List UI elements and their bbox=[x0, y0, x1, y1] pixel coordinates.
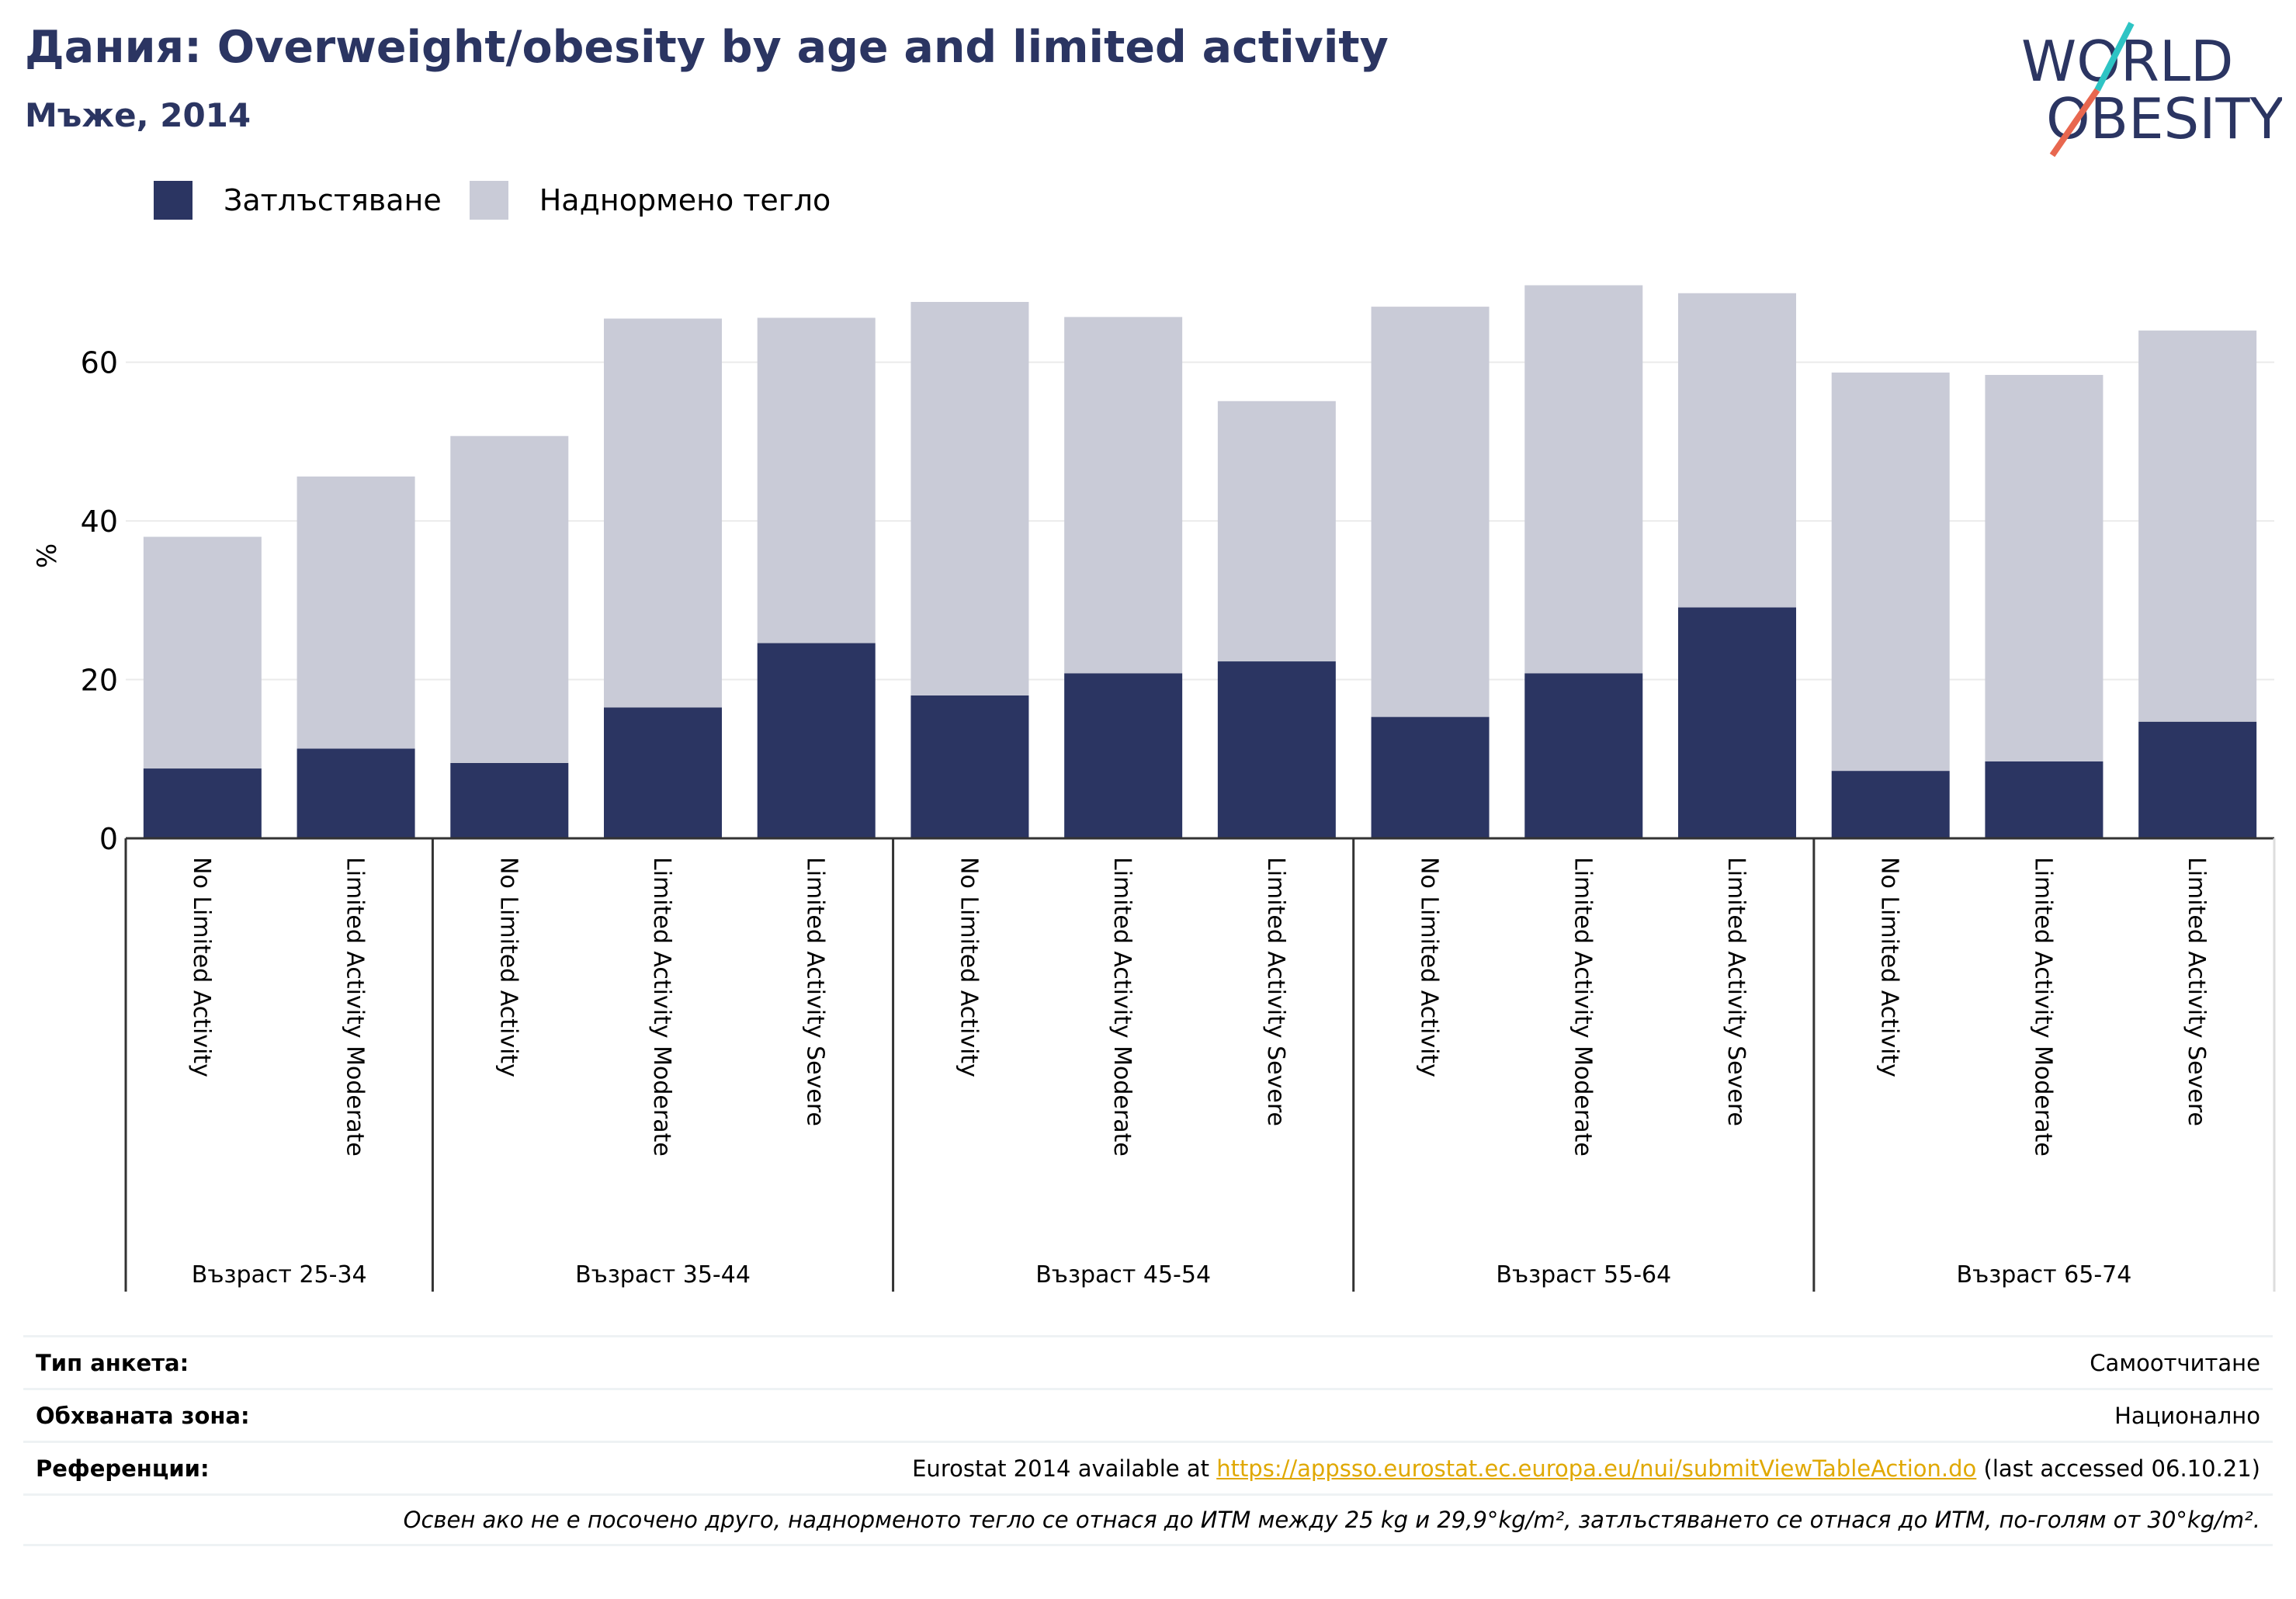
bar-obesity bbox=[757, 643, 876, 838]
y-tick-label: 0 bbox=[99, 822, 118, 856]
coverage-value: Национално bbox=[2114, 1402, 2260, 1429]
x-group-label: Възраст 55-64 bbox=[1496, 1261, 1671, 1289]
bar-obesity bbox=[1831, 771, 1950, 838]
bar-overweight bbox=[1524, 285, 1643, 674]
bar-obesity bbox=[1985, 761, 2104, 838]
survey-type-value: Самоотчитане bbox=[2090, 1349, 2260, 1376]
coverage-label: Обхваната зона: bbox=[36, 1402, 250, 1429]
x-category-label: Limited Activity Severe bbox=[1722, 857, 1750, 1126]
bar-overweight bbox=[604, 318, 722, 708]
y-tick-label: 20 bbox=[81, 664, 118, 698]
x-category-label: Limited Activity Severe bbox=[2183, 857, 2210, 1126]
logo-line1: WORLD bbox=[2021, 29, 2233, 94]
x-category-label: No Limited Activity bbox=[1416, 857, 1443, 1077]
bar-overweight bbox=[450, 435, 569, 763]
references-link[interactable]: https://appsso.eurostat.ec.europa.eu/nui… bbox=[1216, 1455, 1977, 1482]
bar-obesity bbox=[1524, 673, 1643, 838]
references-value: Eurostat 2014 available at https://appss… bbox=[912, 1455, 2260, 1482]
bar-obesity bbox=[1217, 661, 1336, 838]
references-prefix: Eurostat 2014 available at bbox=[912, 1455, 1217, 1482]
definition-note: Освен ако не е посочено друго, наднормен… bbox=[403, 1507, 2260, 1533]
bar-obesity bbox=[910, 695, 1029, 838]
x-category-label: Limited Activity Moderate bbox=[1569, 857, 1596, 1157]
x-category-label: Limited Activity Moderate bbox=[1108, 857, 1136, 1157]
bar-obesity bbox=[2138, 721, 2257, 838]
survey-type-label: Тип анкета: bbox=[36, 1349, 189, 1376]
bar-overweight bbox=[1064, 317, 1183, 674]
meta-row-note: Освен ако не е посочено друго, наднормен… bbox=[23, 1493, 2273, 1546]
references-suffix: (last accessed 06.10.21) bbox=[1976, 1455, 2261, 1482]
bar-overweight bbox=[1371, 307, 1490, 717]
legend-label-overweight: Наднормено тегло bbox=[539, 183, 831, 217]
bar-overweight bbox=[143, 536, 262, 769]
y-axis-title: % bbox=[32, 543, 63, 568]
bar-overweight bbox=[1217, 401, 1336, 662]
bar-obesity bbox=[450, 762, 569, 838]
x-group-label: Възраст 35-44 bbox=[575, 1261, 751, 1289]
chart-legend: Затлъстяване Наднормено тегло bbox=[154, 177, 858, 224]
stacked-bar-chart: 0 20 40 60% No Limited Activity Limited Activ… bbox=[32, 285, 2276, 1292]
x-category-label: Limited Activity Severe bbox=[1262, 857, 1289, 1126]
bar-overweight bbox=[1678, 293, 1796, 608]
x-category-label: Limited Activity Moderate bbox=[648, 857, 675, 1157]
meta-row-survey-type: Тип анкета: Самоотчитане bbox=[23, 1335, 2273, 1388]
y-tick-label: 60 bbox=[81, 346, 118, 380]
legend-swatch-obesity bbox=[154, 181, 192, 220]
bar-obesity bbox=[1678, 607, 1796, 838]
x-category-label: Limited Activity Moderate bbox=[2029, 857, 2056, 1157]
bar-overweight bbox=[2138, 330, 2257, 722]
x-category-label: Limited Activity Moderate bbox=[342, 857, 369, 1157]
legend-item-obesity: Затлъстяване bbox=[154, 181, 442, 220]
chart-subtitle: Мъже, 2014 bbox=[25, 96, 251, 134]
x-group-label: Възраст 65-74 bbox=[1957, 1261, 2132, 1289]
bar-overweight bbox=[1985, 375, 2104, 761]
bar-obesity bbox=[1371, 716, 1490, 838]
bar-overweight bbox=[297, 476, 415, 749]
bar-obesity bbox=[604, 707, 722, 838]
legend-label-obesity: Затлъстяване bbox=[224, 183, 442, 217]
bar-obesity bbox=[1064, 673, 1183, 838]
bar-obesity bbox=[297, 748, 415, 838]
legend-item-overweight: Наднормено тегло bbox=[469, 181, 831, 220]
legend-swatch-overweight bbox=[469, 181, 508, 220]
bar-overweight bbox=[910, 301, 1029, 695]
references-label: Референции: bbox=[36, 1455, 210, 1482]
bar-overweight bbox=[1831, 372, 1950, 772]
y-tick-label: 40 bbox=[81, 505, 118, 539]
meta-row-coverage: Обхваната зона: Национално bbox=[23, 1388, 2273, 1441]
x-category-label: No Limited Activity bbox=[188, 857, 215, 1077]
bar-obesity bbox=[143, 768, 262, 838]
survey-metadata-table: Тип анкета: Самоотчитане Обхваната зона:… bbox=[23, 1335, 2273, 1546]
logo-line2: OBESITY bbox=[2046, 86, 2282, 151]
world-obesity-logo: WORLD OBESITY bbox=[2021, 22, 2282, 158]
x-group-label: Възраст 25-34 bbox=[192, 1261, 367, 1289]
chart-title: Дания: Overweight/obesity by age and lim… bbox=[25, 22, 1389, 73]
x-category-label: No Limited Activity bbox=[494, 857, 522, 1077]
x-category-label: No Limited Activity bbox=[1876, 857, 1903, 1077]
x-group-label: Възраст 45-54 bbox=[1035, 1261, 1211, 1289]
meta-row-references: Референции: Eurostat 2014 available at h… bbox=[23, 1441, 2273, 1493]
bar-overweight bbox=[757, 317, 876, 643]
x-category-label: Limited Activity Severe bbox=[802, 857, 829, 1126]
x-category-label: No Limited Activity bbox=[955, 857, 982, 1077]
